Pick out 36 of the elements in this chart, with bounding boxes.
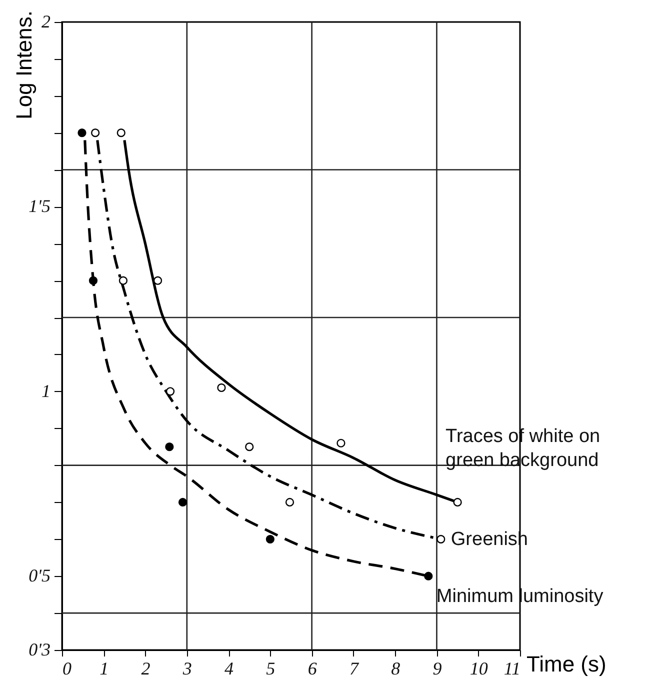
x-tick-label: 2 (141, 658, 150, 678)
point (245, 442, 254, 452)
x-axis-title: Time (s) (526, 652, 606, 676)
x-tick-label: 4 (224, 658, 234, 678)
point (436, 534, 446, 544)
point (88, 276, 98, 285)
y-tick-label: 0'5 (28, 566, 50, 586)
x-tick-label: 9 (432, 658, 442, 678)
point (336, 438, 346, 448)
y-tick-label: 0'3 (28, 640, 50, 660)
point (424, 572, 433, 580)
y-tick-label: 1 (42, 380, 50, 401)
x-tick-label: 5 (266, 658, 276, 678)
x-tick-label: 11 (504, 658, 520, 678)
point (285, 498, 294, 507)
x-tick-label: 10 (470, 658, 488, 678)
point (266, 534, 274, 544)
point (153, 276, 162, 285)
point (78, 128, 86, 138)
x-tick-label: 1 (100, 658, 109, 678)
x-tick-label: 8 (391, 658, 400, 678)
point (178, 498, 188, 507)
point (116, 128, 126, 138)
y-axis-title: Log Intens. (12, 10, 36, 120)
point (118, 276, 128, 285)
x-tick-label: 6 (308, 658, 317, 678)
point (453, 498, 462, 507)
x-tick-label: 7 (349, 658, 360, 678)
point (165, 442, 174, 452)
y-tick-label: 1'5 (28, 196, 50, 216)
y-tick-label: 2 (42, 12, 50, 32)
x-tick-label: 0 (62, 658, 72, 678)
point (217, 383, 226, 392)
point (166, 387, 175, 396)
point (91, 128, 100, 138)
x-tick-label: 3 (182, 658, 192, 678)
